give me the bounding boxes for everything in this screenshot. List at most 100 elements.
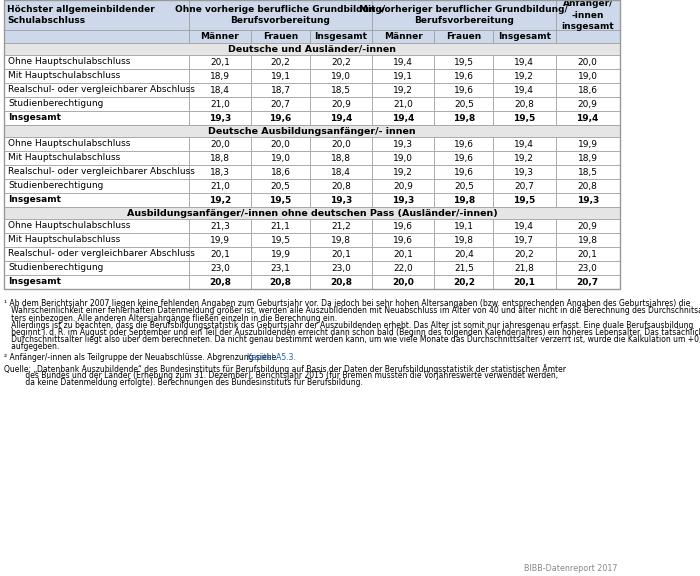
Bar (251, 83, 310, 97)
Bar (556, 137, 620, 151)
Text: 18,4: 18,4 (210, 85, 230, 94)
Bar (435, 83, 493, 97)
Text: 19,5: 19,5 (513, 113, 536, 123)
Bar (435, 97, 493, 111)
Text: 18,8: 18,8 (331, 153, 351, 162)
Text: Ohne Hauptschulabschluss: Ohne Hauptschulabschluss (8, 139, 130, 149)
Text: 21,0: 21,0 (393, 100, 413, 108)
Text: Durchschnittsalter liegt also über dem berechneten. Da nicht genau bestimmt werd: Durchschnittsalter liegt also über dem b… (4, 335, 700, 344)
Text: 20,0: 20,0 (392, 278, 414, 286)
Bar (310, 55, 372, 69)
Bar (4, 0, 620, 289)
Text: Mit Hauptschulabschluss: Mit Hauptschulabschluss (8, 153, 120, 162)
Text: 19,9: 19,9 (210, 236, 230, 244)
Bar (372, 111, 435, 125)
Bar (251, 261, 310, 275)
Bar (310, 165, 372, 179)
Text: Höchster allgemeinbildender
Schulabschluss: Höchster allgemeinbildender Schulabschlu… (7, 5, 155, 25)
Text: 19,0: 19,0 (331, 71, 351, 81)
Bar (310, 219, 372, 233)
Text: 20,1: 20,1 (578, 249, 598, 259)
Text: 20,8: 20,8 (514, 100, 534, 108)
Bar (189, 193, 251, 207)
Bar (372, 261, 435, 275)
Bar (372, 83, 435, 97)
Bar (372, 219, 435, 233)
Bar (372, 97, 435, 111)
Text: 23,0: 23,0 (210, 263, 230, 272)
Text: 19,4: 19,4 (330, 113, 352, 123)
Bar (251, 193, 310, 207)
Text: Männer: Männer (384, 32, 423, 41)
Text: ² Anfänger/-innen als Teilgruppe der Neuabschlüsse. Abgrenzung siehe: ² Anfänger/-innen als Teilgruppe der Neu… (4, 353, 279, 362)
Bar (435, 165, 493, 179)
Text: 18,9: 18,9 (210, 71, 230, 81)
Text: 19,3: 19,3 (392, 195, 414, 204)
Bar (494, 30, 556, 43)
Bar (251, 275, 310, 289)
Text: 21,0: 21,0 (210, 181, 230, 191)
Text: 19,6: 19,6 (454, 85, 474, 94)
Text: 19,0: 19,0 (270, 153, 290, 162)
Text: 19,0: 19,0 (578, 71, 598, 81)
Bar (556, 165, 620, 179)
Bar (251, 179, 310, 193)
Text: 21,8: 21,8 (514, 263, 534, 272)
Text: 18,5: 18,5 (331, 85, 351, 94)
Bar (310, 111, 372, 125)
Text: 20,8: 20,8 (209, 278, 231, 286)
Text: 20,8: 20,8 (331, 181, 351, 191)
Bar (556, 0, 620, 30)
Text: 21,0: 21,0 (210, 100, 230, 108)
Text: 19,8: 19,8 (453, 113, 475, 123)
Bar (251, 30, 310, 43)
Text: ¹ Ab dem Berichtsjahr 2007 liegen keine fehlenden Angaben zum Geburtsjahr vor. D: ¹ Ab dem Berichtsjahr 2007 liegen keine … (4, 299, 690, 308)
Bar (435, 233, 493, 247)
Text: Männer: Männer (200, 32, 239, 41)
Bar (310, 261, 372, 275)
Text: 20,2: 20,2 (514, 249, 534, 259)
Text: 20,0: 20,0 (578, 58, 598, 66)
Bar (494, 137, 556, 151)
Bar (372, 275, 435, 289)
Text: 19,6: 19,6 (454, 139, 474, 149)
Bar (556, 83, 620, 97)
Bar (435, 111, 493, 125)
Bar (435, 137, 493, 151)
Bar (189, 219, 251, 233)
Text: Insgesamt: Insgesamt (498, 32, 551, 41)
Text: 21,1: 21,1 (270, 222, 290, 230)
Text: Frauen: Frauen (262, 32, 298, 41)
Text: 19,4: 19,4 (392, 113, 414, 123)
Text: Ausbildungsanfänger/-innen ohne deutschen Pass (Ausländer/-innen): Ausbildungsanfänger/-innen ohne deutsche… (127, 209, 497, 218)
Text: des Bundes und der Länder (Erhebung zum 31. Dezember), Berichtsjahr 2015 (für Br: des Bundes und der Länder (Erhebung zum … (4, 371, 558, 380)
Text: 19,4: 19,4 (514, 222, 534, 230)
Text: 20,4: 20,4 (454, 249, 474, 259)
Text: 19,6: 19,6 (454, 168, 474, 176)
Bar (310, 83, 372, 97)
Bar (494, 193, 556, 207)
Text: Frauen: Frauen (446, 32, 482, 41)
Bar (4, 83, 189, 97)
Text: Mit vorheriger beruflicher Grundbildung/
Berufsvorbereitung: Mit vorheriger beruflicher Grundbildung/… (360, 5, 568, 25)
Bar (4, 111, 189, 125)
Bar (4, 207, 620, 219)
Text: 20,0: 20,0 (331, 139, 351, 149)
Text: 20,1: 20,1 (331, 249, 351, 259)
Text: 23,0: 23,0 (578, 263, 598, 272)
Text: 19,2: 19,2 (393, 85, 413, 94)
Bar (189, 275, 251, 289)
Bar (435, 261, 493, 275)
Text: 18,9: 18,9 (578, 153, 598, 162)
Text: 19,5: 19,5 (270, 195, 292, 204)
Text: BIBB-Datenreport 2017: BIBB-Datenreport 2017 (524, 564, 618, 573)
Bar (310, 151, 372, 165)
Bar (189, 179, 251, 193)
Bar (435, 179, 493, 193)
Bar (189, 69, 251, 83)
Text: 19,5: 19,5 (454, 58, 474, 66)
Bar (4, 30, 189, 43)
Bar (251, 233, 310, 247)
Bar (4, 193, 189, 207)
Text: 19,7: 19,7 (514, 236, 534, 244)
